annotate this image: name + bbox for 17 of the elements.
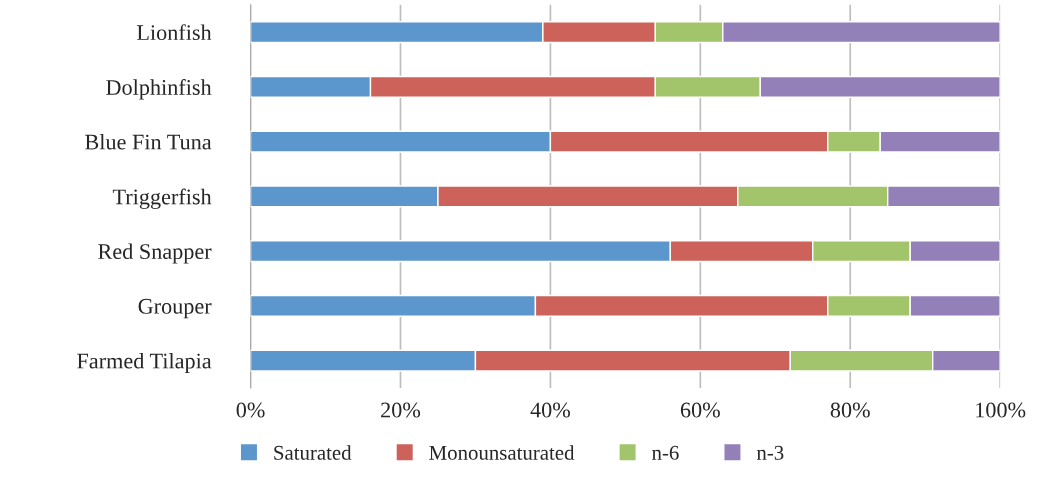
legend-label: n-3 — [756, 445, 784, 460]
y-tick-label: Lionfish — [137, 24, 212, 41]
legend-label: n-6 — [652, 445, 679, 460]
x-tick-label: 0% — [236, 402, 265, 418]
x-tick-label: 20% — [381, 402, 421, 418]
x-tick-label: 60% — [680, 402, 720, 418]
y-tick-label: Dolphinfish — [106, 79, 212, 100]
legend-label: Monounsaturated — [429, 445, 575, 460]
x-tick-label: 40% — [530, 402, 571, 418]
legend-label: Saturated — [274, 445, 352, 460]
y-tick-label: Grouper — [138, 298, 212, 319]
y-tick-label: Blue Fin Tuna — [85, 133, 212, 150]
y-tick-label: Farmed Tilapia — [77, 352, 212, 374]
x-tick-label: 100% — [976, 402, 1026, 418]
y-tick-label: Triggerfish — [112, 188, 212, 210]
x-tick-label: 80% — [830, 402, 870, 418]
y-tick-label: Red Snapper — [98, 243, 212, 264]
